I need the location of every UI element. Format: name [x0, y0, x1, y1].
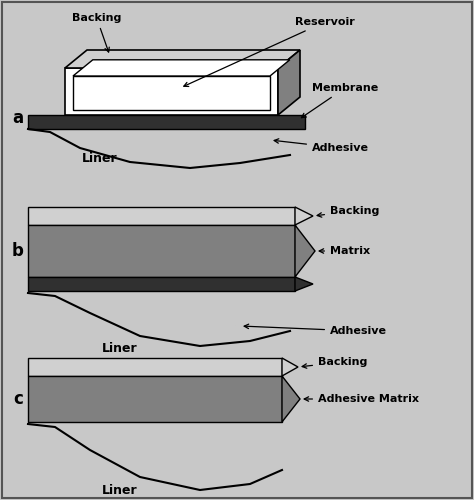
Text: Matrix: Matrix — [319, 246, 370, 256]
Text: Membrane: Membrane — [301, 83, 378, 117]
Polygon shape — [282, 358, 298, 376]
Text: Backing: Backing — [302, 357, 367, 368]
Polygon shape — [65, 50, 300, 68]
Bar — [28, 277, 295, 291]
Polygon shape — [73, 60, 290, 76]
Text: a: a — [12, 109, 24, 127]
Bar — [28, 358, 282, 376]
Polygon shape — [295, 207, 313, 225]
Text: Adhesive Matrix: Adhesive Matrix — [304, 394, 419, 404]
Polygon shape — [278, 50, 300, 115]
Bar — [65, 68, 278, 115]
Text: c: c — [13, 390, 23, 408]
Text: Liner: Liner — [82, 152, 118, 164]
Text: Liner: Liner — [102, 484, 138, 496]
Text: Reservoir: Reservoir — [184, 17, 355, 86]
Bar — [28, 207, 295, 225]
Bar — [28, 376, 282, 422]
Text: Backing: Backing — [317, 206, 379, 217]
Polygon shape — [295, 277, 313, 291]
Text: Backing: Backing — [72, 13, 121, 52]
Text: Liner: Liner — [102, 342, 138, 355]
Polygon shape — [295, 225, 315, 277]
Bar — [28, 115, 305, 129]
Text: Adhesive: Adhesive — [274, 139, 369, 153]
Bar — [73, 76, 270, 110]
Bar — [28, 225, 295, 277]
Text: Adhesive: Adhesive — [244, 324, 387, 336]
Polygon shape — [282, 376, 300, 422]
Text: b: b — [12, 242, 24, 260]
